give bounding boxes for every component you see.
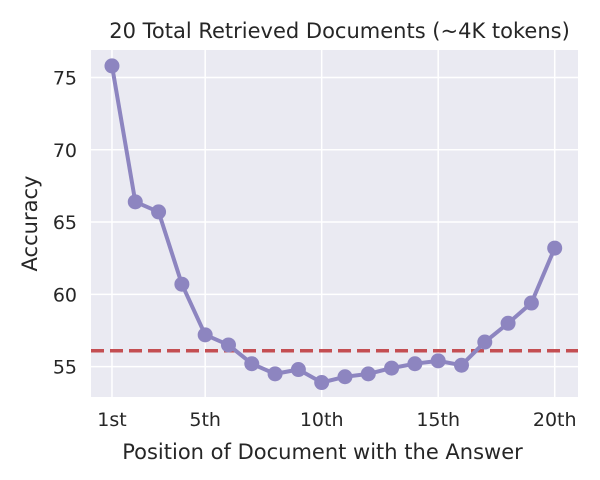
data-point (151, 204, 167, 220)
data-point (477, 334, 493, 350)
y-axis-label: Accuracy (18, 176, 42, 272)
data-point (174, 276, 190, 292)
data-point (500, 315, 516, 331)
data-point (267, 366, 283, 382)
x-tick-label: 10th (300, 409, 344, 431)
x-tick-label: 15th (416, 409, 460, 431)
data-point (407, 356, 423, 372)
x-axis-label: Position of Document with the Answer (122, 440, 523, 464)
y-tick-label: 75 (53, 67, 77, 89)
data-point (523, 295, 539, 311)
y-tick-label: 65 (53, 212, 77, 234)
data-point (430, 353, 446, 369)
y-tick-label: 70 (53, 140, 77, 162)
x-tick-label: 5th (189, 409, 221, 431)
x-tick-label: 1st (97, 409, 126, 431)
data-point (337, 369, 353, 385)
x-tick-label: 20th (533, 409, 577, 431)
x-tick-labels: 1st 5th 10th 15th 20th (97, 409, 576, 431)
data-point (104, 58, 120, 74)
data-point (290, 362, 306, 378)
data-point (360, 366, 376, 382)
y-tick-labels: 55 60 65 70 75 (53, 67, 77, 378)
plot-area (91, 50, 578, 397)
data-point (547, 240, 563, 256)
data-point (384, 360, 400, 376)
data-point (453, 357, 469, 373)
y-tick-label: 55 (53, 357, 77, 379)
data-point (197, 327, 213, 343)
chart-title: 20 Total Retrieved Documents (~4K tokens… (109, 19, 570, 43)
y-tick-label: 60 (53, 284, 77, 306)
data-point (220, 337, 236, 353)
series-layer (104, 58, 563, 391)
data-point (244, 356, 260, 372)
data-point (314, 375, 330, 391)
data-point (127, 194, 143, 210)
